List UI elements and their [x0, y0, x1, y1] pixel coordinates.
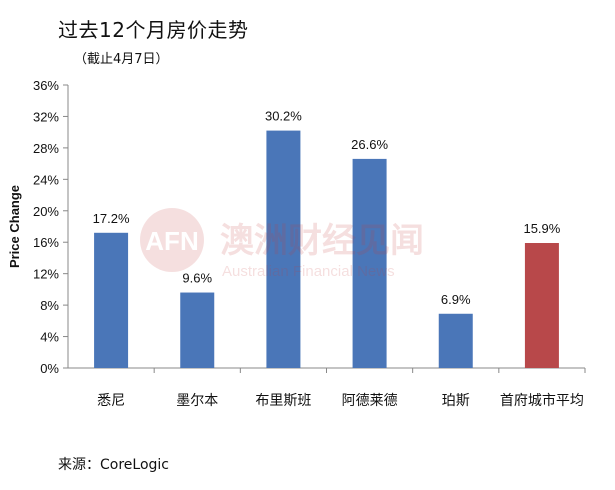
chart-subtitle: （截止4月7日）: [74, 52, 169, 67]
y-tick-label: 16%: [33, 235, 59, 250]
data-label: 17.2%: [93, 211, 130, 226]
bar: [352, 158, 387, 368]
y-tick-label: 12%: [33, 267, 59, 282]
x-category-label: 悉尼: [97, 393, 125, 409]
x-category-label: 墨尔本: [176, 393, 218, 409]
y-tick-label: 32%: [33, 109, 59, 124]
x-category-label: 阿德莱德: [342, 393, 398, 409]
bar: [524, 243, 559, 368]
y-tick-label: 20%: [33, 204, 59, 219]
y-tick-label: 4%: [40, 330, 59, 345]
x-category-label: 布里斯班: [255, 393, 311, 409]
data-label: 6.9%: [441, 292, 471, 307]
x-category-label: 首府城市平均: [500, 392, 584, 409]
y-tick-label: 8%: [40, 298, 59, 313]
y-tick-label: 24%: [33, 172, 59, 187]
bar: [94, 232, 129, 368]
data-label: 30.2%: [265, 109, 302, 124]
bar: [438, 313, 473, 368]
y-tick-label: 36%: [33, 78, 59, 93]
y-axis-title: Price Change: [7, 185, 22, 268]
data-label: 15.9%: [523, 221, 560, 236]
data-label: 9.6%: [182, 271, 212, 286]
y-tick-label: 28%: [33, 141, 59, 156]
x-category-label: 珀斯: [442, 393, 470, 409]
y-tick-label: 0%: [40, 361, 59, 376]
bar: [180, 292, 215, 368]
source-note: 来源：CoreLogic: [58, 457, 169, 473]
chart-title: 过去12个月房价走势: [58, 18, 249, 42]
bar: [266, 130, 301, 368]
data-label: 26.6%: [351, 137, 388, 152]
